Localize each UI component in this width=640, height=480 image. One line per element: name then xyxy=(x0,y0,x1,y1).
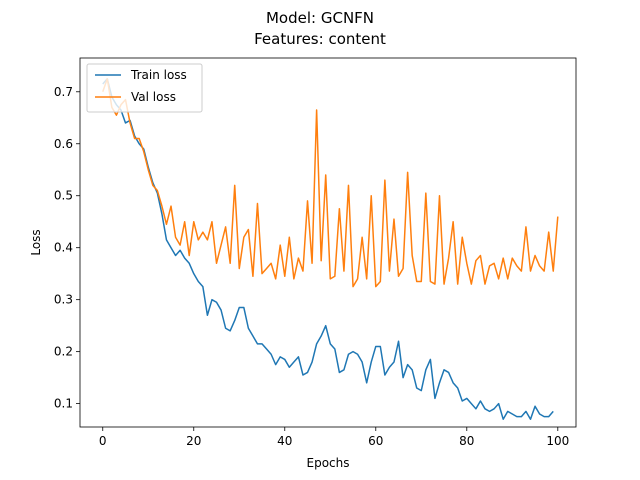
x-tick-label: 60 xyxy=(368,434,383,448)
y-tick-label: 0.4 xyxy=(54,241,73,255)
series-line-val-loss xyxy=(102,78,559,288)
legend-label-val-loss: Val loss xyxy=(131,90,176,104)
chart-subtitle: Features: content xyxy=(254,30,386,48)
series-layer xyxy=(102,78,559,420)
x-tick-label: 0 xyxy=(99,434,107,448)
y-tick-label: 0.1 xyxy=(54,397,73,411)
chart-title: Model: GCNFN xyxy=(266,9,374,27)
legend-label-train-loss: Train loss xyxy=(130,68,187,82)
x-tick-label: 20 xyxy=(186,434,201,448)
y-tick-label: 0.2 xyxy=(54,345,73,359)
y-tick-label: 0.6 xyxy=(54,137,73,151)
x-tick-label: 80 xyxy=(459,434,474,448)
legend: Train loss Val loss xyxy=(86,63,203,113)
y-axis-label: Loss xyxy=(29,229,43,255)
y-tick-label: 0.7 xyxy=(54,85,73,99)
x-tick-label: 40 xyxy=(277,434,292,448)
plot-frame xyxy=(79,57,577,428)
x-axis-label: Epochs xyxy=(307,456,350,470)
y-axis: 0.1 0.2 0.3 0.4 0.5 0.6 0.7 xyxy=(54,85,80,411)
y-tick-label: 0.5 xyxy=(54,189,73,203)
legend-box xyxy=(86,63,203,113)
x-tick-label: 100 xyxy=(546,434,569,448)
series-line-train-loss xyxy=(102,78,554,420)
y-tick-label: 0.3 xyxy=(54,293,73,307)
x-axis: 0 20 40 60 80 100 xyxy=(99,427,569,448)
